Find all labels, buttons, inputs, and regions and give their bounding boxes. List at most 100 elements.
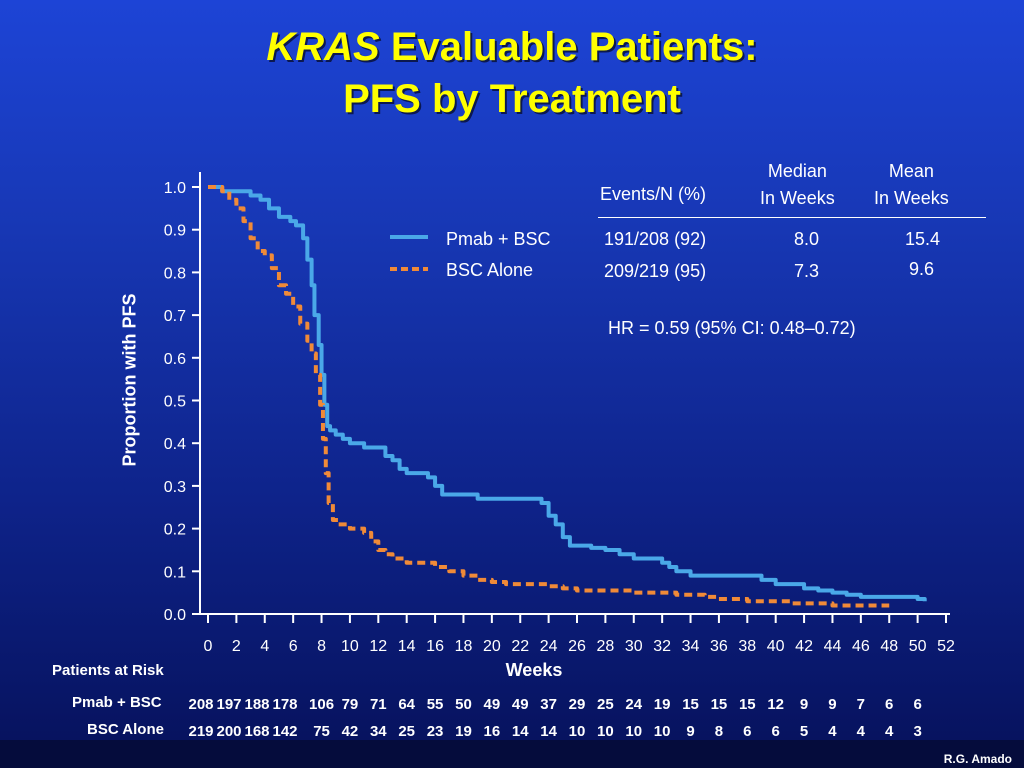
x-tick-label: 12 (369, 638, 387, 655)
x-tick-label: 20 (483, 638, 501, 655)
x-tick-label: 8 (317, 638, 326, 655)
risk-value-bsc: 10 (569, 723, 586, 740)
risk-value-pmab: 9 (800, 696, 808, 713)
risk-value-bsc: 6 (743, 723, 751, 740)
x-tick-label: 0 (204, 638, 213, 655)
risk-value-pmab: 7 (857, 696, 865, 713)
hazard-ratio-text: HR = 0.59 (95% CI: 0.48–0.72) (608, 318, 856, 338)
risk-value-pmab: 178 (272, 696, 297, 713)
legend-label-bsc: BSC Alone (446, 260, 534, 280)
x-tick-label: 34 (682, 638, 700, 655)
x-tick-label: 32 (653, 638, 671, 655)
risk-value-pmab: 49 (512, 696, 529, 713)
series-line-bsc (208, 185, 890, 608)
risk-value-bsc: 4 (857, 723, 866, 740)
risk-value-bsc: 10 (597, 723, 614, 740)
risk-row-label-pmab: Pmab + BSC (72, 694, 162, 711)
y-tick-label: 0.6 (164, 351, 186, 368)
row2-mean: 9.6 (909, 259, 935, 279)
risk-value-pmab: 12 (767, 696, 784, 713)
x-tick-label: 40 (767, 638, 785, 655)
risk-value-pmab: 15 (682, 696, 699, 713)
risk-value-pmab: 79 (342, 696, 359, 713)
table-header-mean: Mean In Weeks (874, 161, 949, 208)
risk-value-pmab: 37 (540, 696, 557, 713)
risk-value-bsc: 10 (654, 723, 671, 740)
risk-value-bsc: 42 (342, 723, 359, 740)
x-tick-label: 52 (937, 638, 955, 655)
risk-value-bsc: 16 (484, 723, 501, 740)
risk-value-pmab: 208 (188, 696, 213, 713)
risk-value-pmab: 15 (711, 696, 728, 713)
y-tick-label: 0.5 (164, 394, 186, 411)
risk-value-bsc: 23 (427, 723, 444, 740)
risk-value-bsc: 9 (686, 723, 694, 740)
row2-events: 209/219 (95) (604, 261, 707, 281)
risk-value-pmab: 49 (484, 696, 501, 713)
risk-value-pmab: 55 (427, 696, 444, 713)
x-tick-label: 4 (260, 638, 269, 655)
legend-label-pmab: Pmab + BSC (446, 229, 551, 249)
risk-value-bsc: 168 (244, 723, 269, 740)
table-header-events: Events/N (%) (600, 184, 707, 204)
y-tick-label: 1.0 (164, 180, 186, 197)
risk-value-pmab: 19 (654, 696, 671, 713)
row1-events: 191/208 (92) (604, 229, 707, 249)
risk-value-pmab: 71 (370, 696, 387, 713)
y-axis-label: Proportion with PFS (119, 293, 140, 467)
risk-value-pmab: 25 (597, 696, 614, 713)
row2-median: 7.3 (794, 261, 820, 281)
y-tick-label: 0.7 (164, 308, 186, 325)
risk-value-pmab: 15 (739, 696, 756, 713)
risk-row-label-bsc: BSC Alone (87, 721, 164, 738)
risk-value-bsc: 3 (913, 723, 921, 740)
y-tick-label: 0.8 (164, 265, 186, 282)
risk-value-pmab: 64 (398, 696, 415, 713)
x-tick-label: 42 (795, 638, 813, 655)
risk-value-bsc: 10 (625, 723, 642, 740)
x-tick-label: 24 (540, 638, 558, 655)
table-header-median: Median In Weeks (760, 161, 835, 208)
x-tick-label: 46 (852, 638, 870, 655)
table-divider (598, 217, 986, 218)
x-tick-label: 14 (398, 638, 416, 655)
x-tick-label: 30 (625, 638, 643, 655)
x-tick-label: 48 (880, 638, 898, 655)
y-tick-label: 0.0 (164, 607, 186, 624)
title-italic-kras: KRAS (266, 25, 380, 69)
risk-value-bsc: 25 (398, 723, 415, 740)
series-line-pmab (208, 185, 927, 602)
y-tick-label: 0.2 (164, 522, 186, 539)
risk-value-pmab: 24 (625, 696, 642, 713)
x-tick-label: 26 (568, 638, 586, 655)
chart-title-line1: KRAS Evaluable Patients: (0, 22, 1024, 72)
risk-value-bsc: 200 (216, 723, 241, 740)
x-tick-label: 36 (710, 638, 728, 655)
x-tick-label: 18 (455, 638, 473, 655)
x-tick-label: 6 (289, 638, 298, 655)
footer-bar (0, 740, 1024, 768)
risk-value-bsc: 14 (512, 723, 529, 740)
x-tick-label: 22 (511, 638, 529, 655)
risk-value-bsc: 4 (885, 723, 894, 740)
risk-value-bsc: 4 (828, 723, 837, 740)
risk-value-pmab: 106 (309, 696, 334, 713)
x-tick-label: 10 (341, 638, 359, 655)
risk-value-bsc: 19 (455, 723, 472, 740)
risk-value-bsc: 75 (313, 723, 330, 740)
risk-value-bsc: 14 (540, 723, 557, 740)
risk-value-pmab: 197 (216, 696, 241, 713)
risk-value-bsc: 5 (800, 723, 808, 740)
x-tick-label: 16 (426, 638, 444, 655)
x-tick-label: 50 (909, 638, 927, 655)
row1-mean: 15.4 (905, 229, 941, 249)
x-axis-label: Weeks (505, 660, 563, 680)
x-tick-label: 44 (824, 638, 842, 655)
risk-value-bsc: 34 (370, 723, 387, 740)
author-credit: R.G. Amado (943, 752, 1012, 766)
y-tick-label: 0.3 (164, 479, 186, 496)
risk-table-header: Patients at Risk (52, 662, 164, 679)
risk-value-bsc: 6 (772, 723, 780, 740)
x-tick-label: 38 (738, 638, 756, 655)
